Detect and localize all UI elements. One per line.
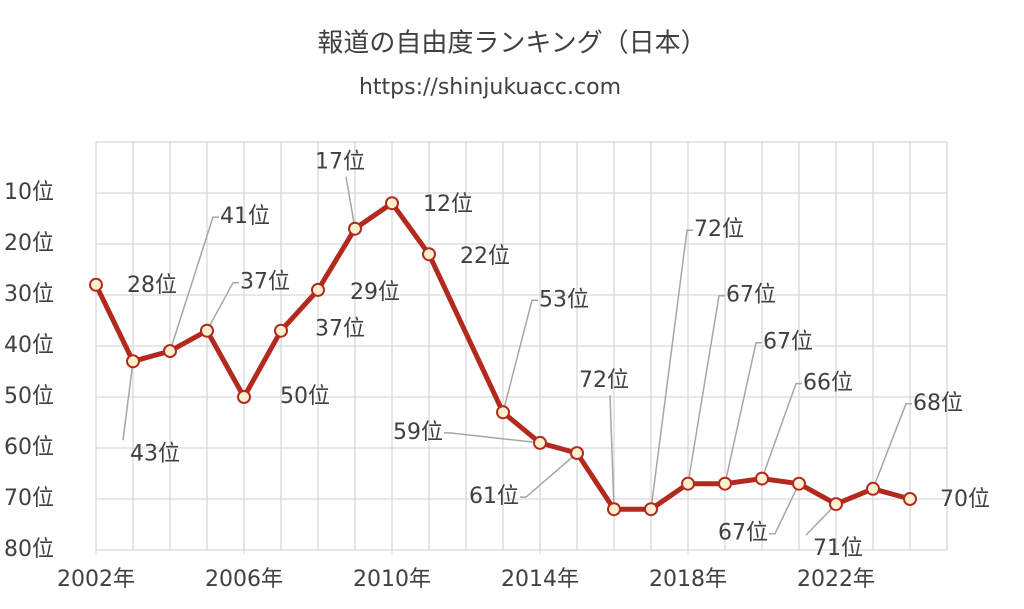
marker [792,476,806,491]
data-label: 12位 [423,192,473,217]
leader-line [169,216,219,352]
marker [644,502,658,517]
data-label: 71位 [813,536,863,561]
data-label: 37位 [315,317,365,342]
leader-line [805,503,837,536]
data-label: 68位 [913,391,963,416]
x-tick-label: 2002年 [57,567,135,592]
data-label: 61位 [469,484,519,509]
data-label: 72位 [579,368,629,393]
y-tick-label: 40位 [4,333,54,358]
y-tick-label: 20位 [4,231,54,256]
marker [163,344,177,359]
line [93,200,911,512]
data-label: 53位 [539,287,589,312]
leader-line [345,176,356,229]
data-label: 59位 [393,420,443,445]
x-tick-label: 2022年 [797,567,875,592]
x-tick-label: 2018年 [649,567,727,592]
data-label: 43位 [130,441,180,466]
marker [903,492,917,506]
data-label: 37位 [240,270,290,295]
leader-line [609,395,615,510]
marker [200,323,214,338]
marker [385,196,399,211]
marker [533,435,547,450]
y-tick-label: 30位 [4,282,54,307]
data-label: 22位 [460,244,510,269]
data-label: 67位 [763,330,813,355]
data-label: 41位 [220,204,270,229]
marker [755,471,769,486]
marker [718,476,732,491]
data-label: 17位 [315,150,365,175]
marker [829,497,843,512]
leader-line [872,403,912,490]
data-label: 29位 [350,280,400,305]
leader-line [687,294,725,484]
leader-line [724,341,762,484]
marker [607,502,621,517]
x-tick-label: 2014年 [501,567,579,592]
marker [348,221,362,236]
chart-title: 報道の自由度ランキング（日本） [317,29,706,59]
x-tick-label: 2010年 [353,567,431,592]
data-label: 50位 [280,384,330,409]
marker [89,277,103,292]
marker [866,481,880,496]
data-label: 67位 [718,521,768,546]
y-tick-label: 80位 [4,537,54,562]
data-label: 66位 [803,371,853,396]
marker [681,476,695,491]
chart-subtitle: https://shinjukuacc.com [359,75,621,100]
marker [274,323,288,338]
leader-line [650,229,693,510]
leader-line [206,281,239,332]
y-tick-label: 70位 [4,486,54,511]
marker [496,405,510,420]
marker [237,390,251,404]
leader-line [761,382,802,479]
x-tick-label: 2006年 [205,567,283,592]
y-tick-label: 60位 [4,435,54,460]
leader-line [769,483,800,535]
data-label: 67位 [726,283,776,308]
y-tick-label: 10位 [4,180,54,205]
data-label: 28位 [127,273,177,298]
leader-line [444,432,541,444]
data-label: 72位 [694,217,744,242]
marker [570,446,584,461]
leader-line [502,299,538,413]
leader-line [122,361,134,441]
marker [126,354,140,369]
marker [422,247,436,262]
marker [311,282,325,297]
y-tick-label: 50位 [4,384,54,409]
leader-line [520,452,578,498]
data-label: 70位 [940,487,990,512]
